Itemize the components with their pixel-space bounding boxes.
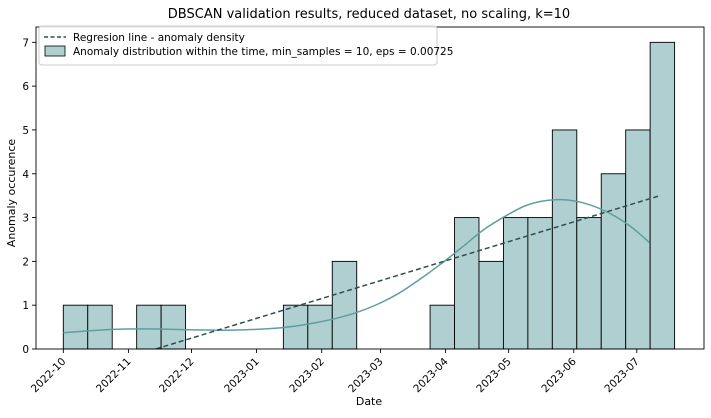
density-curve [63,198,650,334]
chart-title: DBSCAN validation results, reduced datas… [168,7,570,22]
legend-box [38,25,438,66]
y-tick-label: 6 [22,81,29,93]
legend-hist-label: Anomaly distribution within the time, mi… [73,46,453,58]
y-tick-label: 3 [22,213,29,225]
bars-layer [62,41,676,350]
y-tick-label: 0 [22,344,29,356]
histogram-bar [527,217,553,350]
x-axis-label: Date [356,395,383,408]
histogram-bar [160,304,187,350]
x-tick-label: 2022-10 [29,356,69,396]
histogram-bar [600,173,627,350]
legend: Regresion line - anomaly density Anomaly… [38,25,453,66]
histogram-bar [136,304,162,350]
histogram-bar [576,217,602,350]
histogram-bar [551,129,578,350]
y-tick-label: 4 [22,169,29,181]
y-axis-label: Anomaly occurence [5,139,18,248]
lines-layer [63,194,661,350]
histogram-bar [429,304,455,350]
histogram-bar [649,41,676,350]
histogram-bar [331,260,358,350]
y-tick-label: 2 [22,256,29,268]
histogram-bar [87,304,113,350]
histogram-bar [454,217,480,350]
x-tick-label: 2023-02 [287,356,327,396]
x-tick-label: 2023-06 [539,355,579,395]
x-tick-label: 2023-01 [222,356,262,396]
x-tick-label: 2022-12 [157,356,197,396]
y-tick-label: 7 [22,37,29,49]
histogram-bar [307,304,333,350]
legend-hist-swatch [44,45,66,57]
histogram-bar [478,260,504,350]
x-tick-label: 2023-05 [474,356,514,396]
x-tick-label: 2023-04 [411,355,451,395]
legend-regression-label: Regresion line - anomaly density [73,32,245,44]
x-tick-label: 2023-03 [346,356,386,396]
y-tick-label: 5 [22,125,29,137]
histogram-bar [62,304,89,350]
y-tick-label: 1 [22,300,29,312]
x-tick-label: 2023-07 [602,356,642,396]
x-tick-label: 2022-11 [94,356,134,396]
